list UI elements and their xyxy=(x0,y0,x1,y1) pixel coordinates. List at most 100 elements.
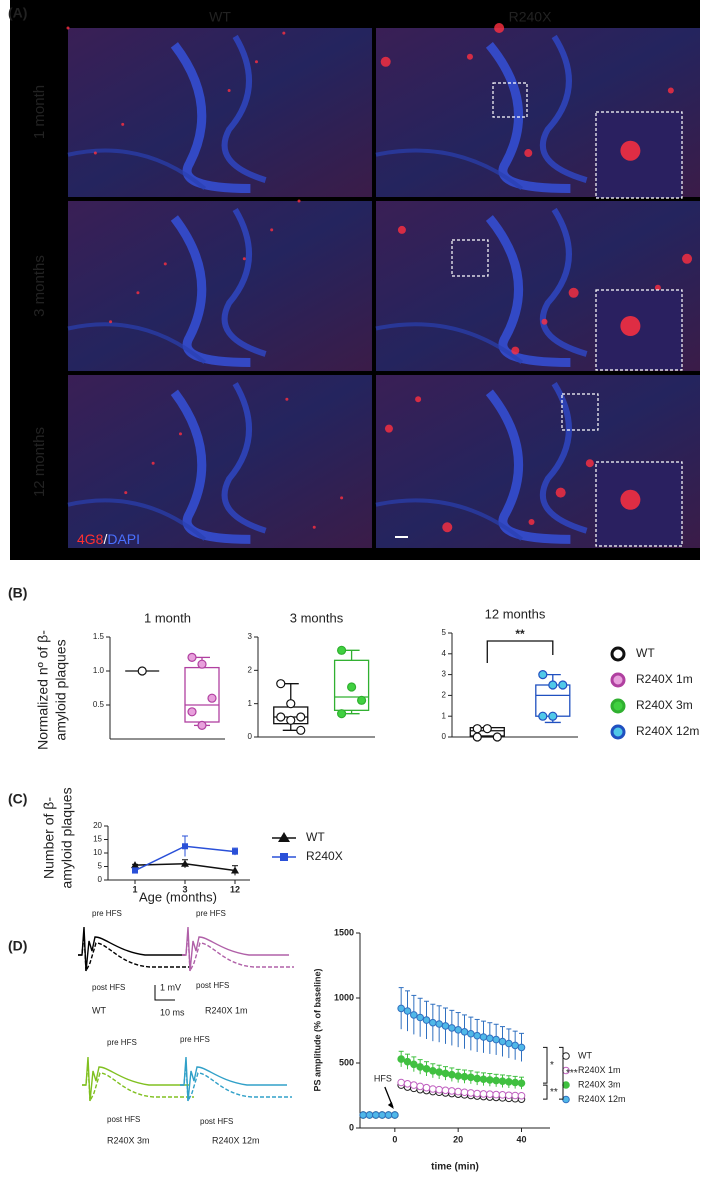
plaque-signal xyxy=(270,228,274,232)
plaque-signal xyxy=(568,287,579,298)
y-axis-label: Normalized nº of β- xyxy=(35,630,51,750)
zoom-box xyxy=(492,82,528,118)
data-point xyxy=(517,1091,526,1100)
data-point xyxy=(473,1089,481,1098)
x-tick-label: 40 xyxy=(516,1134,526,1144)
y-tick-label: 5 xyxy=(442,628,447,637)
data-point xyxy=(182,843,188,850)
dapi-structure xyxy=(221,382,267,534)
plaque-signal xyxy=(654,284,661,291)
y-tick-label: 1.5 xyxy=(93,632,105,641)
data-point xyxy=(296,712,306,722)
y-tick-label: 1 xyxy=(442,711,447,720)
dapi-structure xyxy=(485,215,571,367)
data-point xyxy=(337,709,347,719)
box xyxy=(535,684,571,717)
y-tick-label: 4 xyxy=(442,649,447,658)
chart-title: 12 months xyxy=(485,606,546,621)
trace-3m xyxy=(81,1056,195,1102)
micrograph xyxy=(68,28,372,197)
dapi-structure xyxy=(485,389,571,544)
plaque-signal xyxy=(121,122,125,126)
post-hfs-label: post HFS xyxy=(107,1115,140,1124)
dapi-structure xyxy=(375,498,524,541)
dapi-structure xyxy=(375,148,524,191)
plaque-signal xyxy=(511,346,520,355)
data-point xyxy=(454,1087,462,1096)
plaque-signal xyxy=(384,424,393,433)
y-tick-label: 10 xyxy=(93,848,102,857)
data-point xyxy=(498,1091,507,1099)
annotation: HFS xyxy=(374,1073,392,1083)
plaque-signal xyxy=(312,525,316,529)
data-point xyxy=(197,659,207,669)
data-point xyxy=(448,1070,456,1079)
significance-bracket xyxy=(486,640,554,663)
data-point xyxy=(403,1007,412,1015)
plaque-signal xyxy=(178,432,182,436)
data-point xyxy=(429,1018,437,1027)
data-point xyxy=(410,1081,418,1089)
panel-label: (D) xyxy=(8,938,27,954)
data-point xyxy=(517,1043,526,1052)
data-point xyxy=(422,1016,431,1024)
data-point xyxy=(538,669,548,680)
data-point xyxy=(473,1031,481,1040)
plaque-signal xyxy=(340,496,344,500)
legend-marker xyxy=(610,646,626,662)
x-tick-label: 0 xyxy=(392,1134,397,1144)
legend-marker xyxy=(610,672,626,688)
data-point xyxy=(296,725,306,735)
data-point xyxy=(391,1111,399,1119)
panel-label: (A) xyxy=(8,5,27,21)
data-point xyxy=(498,1077,507,1085)
data-point xyxy=(429,1085,437,1093)
data-point xyxy=(505,1078,513,1086)
data-point xyxy=(231,866,239,874)
data-point xyxy=(517,1079,526,1087)
data-point xyxy=(441,1069,450,1078)
data-point xyxy=(337,645,347,655)
panel-label: (C) xyxy=(8,791,27,807)
data-point xyxy=(422,1083,431,1092)
data-point xyxy=(448,1087,456,1095)
legend-label: WT xyxy=(306,830,325,844)
data-point xyxy=(207,693,217,703)
y-tick-label: 1000 xyxy=(334,992,354,1002)
data-point xyxy=(473,1074,481,1083)
data-point xyxy=(286,699,296,709)
significance-bracket xyxy=(559,1046,564,1100)
data-point xyxy=(454,1026,462,1034)
x-tick-label: 20 xyxy=(453,1134,463,1144)
significance-label: ** xyxy=(515,627,525,641)
data-point xyxy=(429,1067,437,1075)
inset-plaque xyxy=(620,489,641,510)
plaque-signal xyxy=(66,26,70,30)
y-tick-label: 1.0 xyxy=(93,666,105,675)
y-tick-label: 0 xyxy=(248,732,253,741)
data-point xyxy=(460,1072,469,1081)
scale-label: 1 mV xyxy=(160,982,181,992)
data-point xyxy=(435,1085,443,1094)
data-point xyxy=(441,1086,450,1095)
plaque-signal xyxy=(397,225,406,234)
significance-label: ** xyxy=(550,1087,558,1098)
legend-marker xyxy=(610,724,626,740)
annotation-arrowhead xyxy=(387,1102,394,1109)
plaque-signal xyxy=(682,253,693,264)
column-label: R240X xyxy=(509,9,552,25)
chart-title: 3 months xyxy=(290,610,344,625)
inset-plaque xyxy=(620,316,641,336)
plaque-signal xyxy=(136,291,140,295)
stain-counterstain: DAPI xyxy=(107,531,140,547)
plaque-signal xyxy=(380,56,391,67)
data-point xyxy=(378,1111,386,1119)
legend-label: R240X 3m xyxy=(578,1079,621,1089)
data-point xyxy=(467,1029,475,1038)
dapi-structure xyxy=(540,207,588,357)
y-tick-label: 0 xyxy=(349,1122,354,1132)
significance-bracket xyxy=(543,1046,548,1084)
legend-label: R240X 12m xyxy=(636,724,699,738)
dapi-structure xyxy=(540,382,588,534)
pre-hfs-label: pre HFS xyxy=(92,909,122,918)
